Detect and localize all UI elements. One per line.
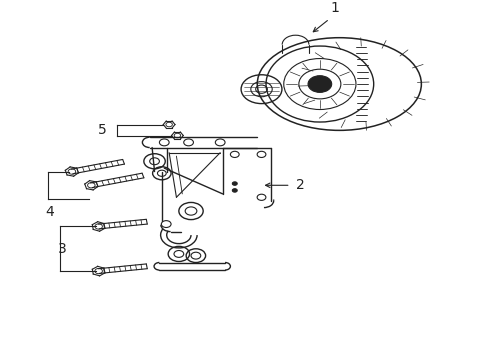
Text: 3: 3 — [58, 242, 66, 256]
Circle shape — [232, 182, 237, 185]
Circle shape — [307, 76, 331, 93]
Text: 2: 2 — [295, 178, 304, 192]
Text: 1: 1 — [329, 1, 338, 15]
Circle shape — [232, 189, 237, 192]
Text: 5: 5 — [98, 123, 106, 137]
Text: 4: 4 — [45, 205, 54, 219]
